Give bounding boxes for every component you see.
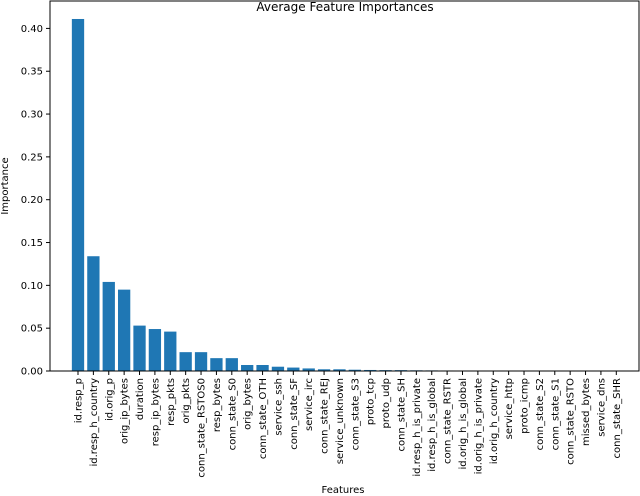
x-tick-label: service_http — [504, 378, 515, 439]
x-tick-label: service_unknown — [335, 378, 346, 464]
x-tick-label: id.resp_h_is_global — [427, 378, 438, 472]
x-tick-label: conn_state_OTH — [258, 378, 269, 459]
bar-id-orig-p — [102, 281, 115, 371]
x-tick-label: conn_state_REJ — [320, 378, 331, 454]
bar-conn-state-oth — [256, 365, 269, 371]
x-tick-label: missed_bytes — [581, 378, 592, 446]
y-tick-label: 0.35 — [21, 67, 43, 78]
x-tick-label: id.resp_h_country — [89, 378, 100, 467]
x-tick-label: id.orig_h_is_private — [473, 378, 484, 474]
bar-conn-state-s3 — [348, 369, 361, 371]
bar-conn-state-rstos0 — [194, 352, 208, 371]
x-tick-label: id.resp_h_is_private — [412, 378, 423, 477]
y-tick-label: 0.15 — [21, 238, 43, 249]
x-tick-label: conn_state_S2 — [535, 378, 546, 450]
x-tick-label: orig_ip_bytes — [120, 378, 131, 444]
x-tick-label: service_dns — [596, 378, 607, 437]
x-tick-label: resp_pkts — [166, 378, 177, 426]
x-tick-label: orig_pkts — [181, 378, 192, 424]
x-tick-label: conn_state_RSTOS0 — [197, 378, 208, 478]
x-tick-label: conn_state_S3 — [350, 378, 361, 450]
x-tick-label: conn_state_SH — [396, 378, 407, 452]
y-tick-label: 0.10 — [21, 281, 43, 292]
y-axis-title: Importance — [0, 157, 11, 214]
x-tick-label: service_irc — [304, 378, 315, 431]
x-axis: id.resp_p id.resp_h_country id.orig_p orig_… — [74, 371, 623, 478]
x-tick-label: conn_state_RSTO — [566, 378, 577, 465]
x-tick-label: id.orig_h_country — [489, 378, 500, 464]
bar-conn-state-sf — [287, 367, 300, 371]
bar-conn-state-s0 — [225, 358, 238, 371]
bar-service-irc — [302, 368, 315, 371]
bar-id-resp-h-country — [87, 256, 100, 371]
y-tick-label: 0.40 — [21, 24, 43, 35]
plot-frame — [49, 0, 640, 372]
bar-id-resp-p — [71, 18, 85, 371]
x-tick-label: proto_tcp — [366, 378, 377, 425]
x-tick-label: resp_ip_bytes — [150, 378, 161, 446]
bar-resp-bytes — [210, 358, 223, 371]
x-tick-label: conn_state_S0 — [227, 378, 238, 450]
bar-service-ssh — [271, 366, 285, 371]
y-tick-label: 0.05 — [21, 324, 43, 335]
bar-proto-tcp — [364, 369, 377, 371]
bar-duration — [133, 325, 146, 371]
bar-orig-pkts — [179, 352, 192, 371]
x-tick-label: conn_state_SF — [289, 378, 300, 450]
x-tick-label: conn_state_RSTR — [443, 378, 454, 464]
y-tick-label: 0.25 — [21, 152, 43, 163]
x-tick-label: id.resp_p — [74, 378, 85, 423]
y-tick-label: 0.00 — [21, 367, 43, 378]
bar-service-unknown — [333, 369, 346, 371]
x-tick-label: service_ssh — [273, 378, 284, 436]
x-axis-title: Features — [322, 485, 365, 496]
x-tick-label: proto_udp — [381, 378, 392, 428]
x-tick-label: proto_icmp — [520, 378, 531, 434]
chart-title: Average Feature Importances — [256, 0, 433, 14]
bar-resp-ip-bytes — [148, 329, 162, 371]
y-tick-label: 0.20 — [21, 195, 43, 206]
x-tick-label: conn_state_S1 — [550, 378, 561, 450]
x-tick-label: duration — [135, 378, 146, 420]
x-tick-label: id.orig_h_is_global — [458, 378, 469, 469]
x-tick-label: conn_state_SHR — [612, 378, 623, 458]
x-tick-label: id.orig_p — [104, 378, 115, 421]
bar-resp-pkts — [164, 331, 177, 371]
y-axis: 0.00 0.05 0.10 0.15 0.20 0.25 0.30 0.35 0.40 — [21, 24, 50, 378]
bar-conn-state-rej — [317, 369, 331, 371]
x-tick-label: resp_bytes — [212, 378, 223, 432]
bar-orig-bytes — [241, 365, 254, 371]
bar-orig-ip-bytes — [117, 289, 131, 371]
x-tick-label: orig_bytes — [243, 378, 254, 430]
y-tick-label: 0.30 — [21, 110, 43, 121]
bars — [71, 18, 623, 371]
